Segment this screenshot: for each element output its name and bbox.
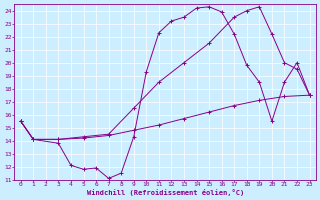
X-axis label: Windchill (Refroidissement éolien,°C): Windchill (Refroidissement éolien,°C): [86, 189, 244, 196]
